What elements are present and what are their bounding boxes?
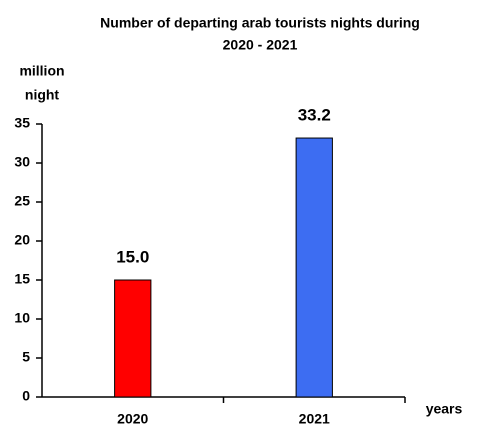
y-tick-label: 5 xyxy=(22,349,30,365)
x-tick-label: 2020 xyxy=(117,411,148,427)
y-axis-label: million xyxy=(19,63,64,79)
value-label: 15.0 xyxy=(116,247,149,266)
chart-title: Number of departing arab tourists nights… xyxy=(100,15,420,31)
y-tick-label: 35 xyxy=(14,115,30,131)
bar xyxy=(295,137,333,398)
y-tick-label: 25 xyxy=(14,193,30,209)
y-tick-label: 15 xyxy=(14,271,30,287)
y-tick-label: 20 xyxy=(14,232,30,248)
value-label: 33.2 xyxy=(298,106,331,125)
y-tick-label: 0 xyxy=(22,388,30,404)
bar xyxy=(114,279,152,398)
y-tick-label: 30 xyxy=(14,154,30,170)
x-tick-label: 2021 xyxy=(299,411,330,427)
y-tick-label: 10 xyxy=(14,310,30,326)
y-axis-label: night xyxy=(25,87,60,103)
x-axis-label: years xyxy=(426,401,463,417)
chart-title: 2020 - 2021 xyxy=(223,37,298,53)
